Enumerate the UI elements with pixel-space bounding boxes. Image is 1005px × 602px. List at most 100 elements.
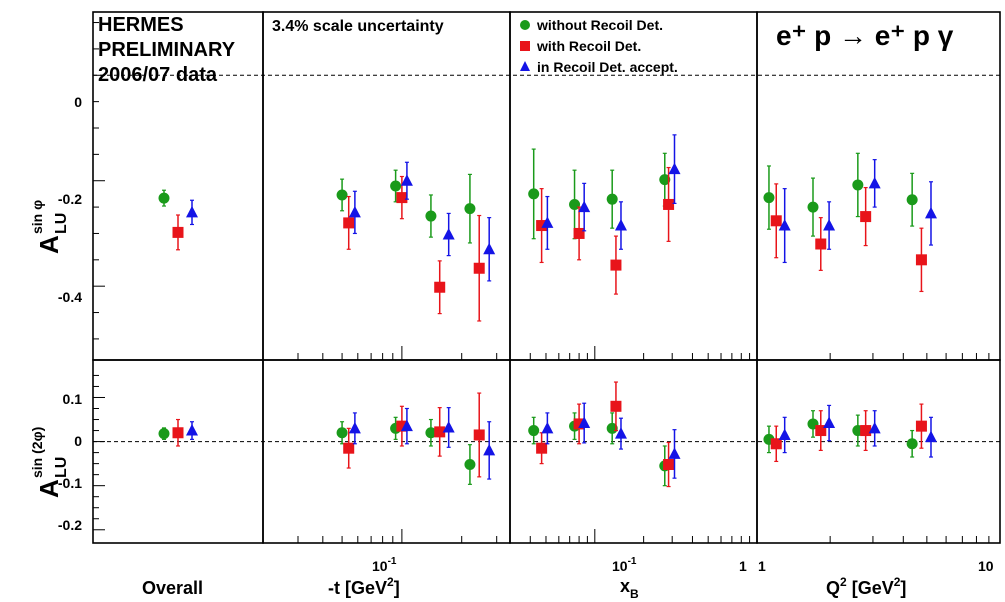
point-xB-1-0-bottom [536, 442, 548, 454]
hermes-preliminary-label: HERMES PRELIMINARY 2006/07 data [98, 14, 236, 86]
point-t-0-2-top [425, 210, 437, 222]
legend-label-2: in Recoil Det. accept. [537, 59, 678, 75]
point-overall-1-0-bottom [172, 427, 184, 439]
y-tick-0-bottom: 0 [74, 433, 82, 449]
point-xB-0-0-bottom [528, 425, 540, 437]
y-tick-minus04: -0.4 [58, 289, 82, 305]
point-xB-1-3-top [663, 198, 675, 210]
y-tick-labels: 0 -0.2 -0.4 0.1 0 -0.1 -0.2 [58, 94, 82, 533]
point-xB-1-1-bottom [573, 418, 585, 430]
point-overall-1-0-top [172, 226, 184, 238]
point-Q2-0-1-top [807, 201, 819, 213]
legend: without Recoil Det. with Recoil Det. in … [520, 17, 678, 75]
y-title-sub: LU [53, 213, 70, 234]
panel-frame-bottom-1 [262, 359, 511, 544]
y-title-sin-2phi: A sin (2φ) LU [29, 427, 70, 498]
y-title-main-2: A [34, 479, 64, 498]
x-axis-titles: Overall -t [GeV2] xB Q2 [GeV2] [142, 575, 906, 601]
point-t-2-3-bottom [483, 443, 496, 456]
point-t-2-0-top [348, 205, 361, 218]
y-title-main: A [34, 235, 64, 254]
point-xB-2-3-top [668, 162, 681, 175]
legend-marker-circle [520, 20, 530, 30]
point-Q2-1-3-bottom [915, 420, 927, 432]
point-t-1-3-bottom [473, 429, 485, 441]
point-Q2-1-2-bottom [860, 425, 872, 437]
point-t-2-2-top [442, 228, 455, 240]
point-xB-0-2-top [606, 193, 618, 205]
point-overall-0-0-top [158, 192, 170, 204]
y-tick-minus02-bottom: -0.2 [58, 517, 82, 533]
point-xB-0-0-top [528, 188, 540, 200]
reaction-label: e⁺ p → e⁺ p γ [776, 20, 954, 51]
legend-label-1: with Recoil Det. [536, 38, 641, 54]
y-tick-minus02: -0.2 [58, 191, 82, 207]
x-tick-labels: 10-1 10-1 1 1 10 [372, 556, 994, 574]
point-t-2-1-bottom [400, 419, 413, 432]
panel-frame-top-1 [262, 11, 511, 361]
y-tick-0: 0 [74, 94, 82, 110]
point-t-2-1-top [400, 174, 413, 186]
point-xB-2-1-top [578, 200, 591, 213]
legend-marker-square [520, 41, 530, 51]
point-t-2-2-bottom [442, 420, 455, 433]
point-t-1-1-bottom [396, 420, 408, 432]
panel-frame-bottom-3 [756, 359, 1001, 544]
data-markers [158, 134, 937, 488]
point-Q2-2-1-top [823, 219, 836, 231]
point-t-0-3-top [464, 203, 476, 215]
hermes-line-1: HERMES [98, 14, 184, 36]
point-Q2-2-2-bottom [868, 421, 881, 434]
point-t-0-0-bottom [336, 427, 348, 439]
point-t-1-2-top [434, 281, 446, 293]
y-title-sup: sin φ [29, 200, 45, 234]
point-xB-1-0-top [536, 220, 548, 232]
xb-tick-one: 1 [739, 558, 747, 574]
point-Q2-1-0-top [770, 215, 782, 227]
zero-reference-lines [93, 74, 1000, 443]
point-xB-2-0-bottom [541, 421, 554, 434]
t-tick-label: 10-1 [372, 556, 397, 574]
point-Q2-0-0-top [763, 192, 775, 204]
point-Q2-2-0-bottom [778, 428, 791, 440]
point-t-1-2-bottom [434, 426, 446, 438]
point-Q2-2-3-top [924, 206, 937, 219]
point-Q2-1-1-bottom [815, 425, 827, 437]
point-t-0-0-top [336, 189, 348, 201]
y-tick-01: 0.1 [63, 391, 83, 407]
point-xB-1-2-top [610, 259, 622, 271]
q2-tick-ten: 10 [978, 558, 994, 574]
q2-tick-one: 1 [758, 558, 766, 574]
point-xB-2-2-bottom [614, 427, 627, 439]
point-Q2-0-3-top [906, 194, 918, 206]
point-Q2-1-0-bottom [770, 438, 782, 450]
x-title-xb: xB [620, 576, 639, 601]
x-title-overall: Overall [142, 578, 203, 598]
point-t-0-2-bottom [425, 427, 437, 439]
point-t-1-1-top [396, 192, 408, 204]
point-t-2-0-bottom [348, 421, 361, 434]
point-Q2-2-2-top [868, 176, 881, 189]
y-tick-minus01: -0.1 [58, 475, 82, 491]
legend-marker-triangle [520, 61, 530, 71]
point-Q2-1-1-top [815, 238, 827, 250]
x-title-q2: Q2 [GeV2] [826, 575, 906, 598]
axis-ticks [93, 22, 1001, 543]
point-t-0-1-top [390, 180, 402, 192]
hermes-line-3: 2006/07 data [98, 64, 218, 86]
scale-uncertainty-label: 3.4% scale uncertainty [272, 18, 444, 35]
panel-frames [92, 11, 1001, 544]
point-xB-1-2-bottom [610, 400, 622, 412]
point-t-1-0-bottom [343, 442, 355, 454]
point-overall-2-0-top [186, 205, 198, 218]
point-xB-2-2-top [614, 219, 627, 231]
point-xB-2-1-bottom [578, 416, 591, 429]
point-t-1-0-top [343, 217, 355, 229]
point-xB-0-3-top [659, 174, 671, 186]
point-xB-2-3-bottom [668, 447, 681, 459]
point-Q2-0-2-top [852, 179, 864, 191]
y-title-sup-2: sin (2φ) [29, 427, 45, 478]
point-xB-1-3-bottom [663, 459, 675, 471]
point-overall-2-0-bottom [186, 424, 198, 436]
point-xB-2-0-top [541, 216, 554, 228]
